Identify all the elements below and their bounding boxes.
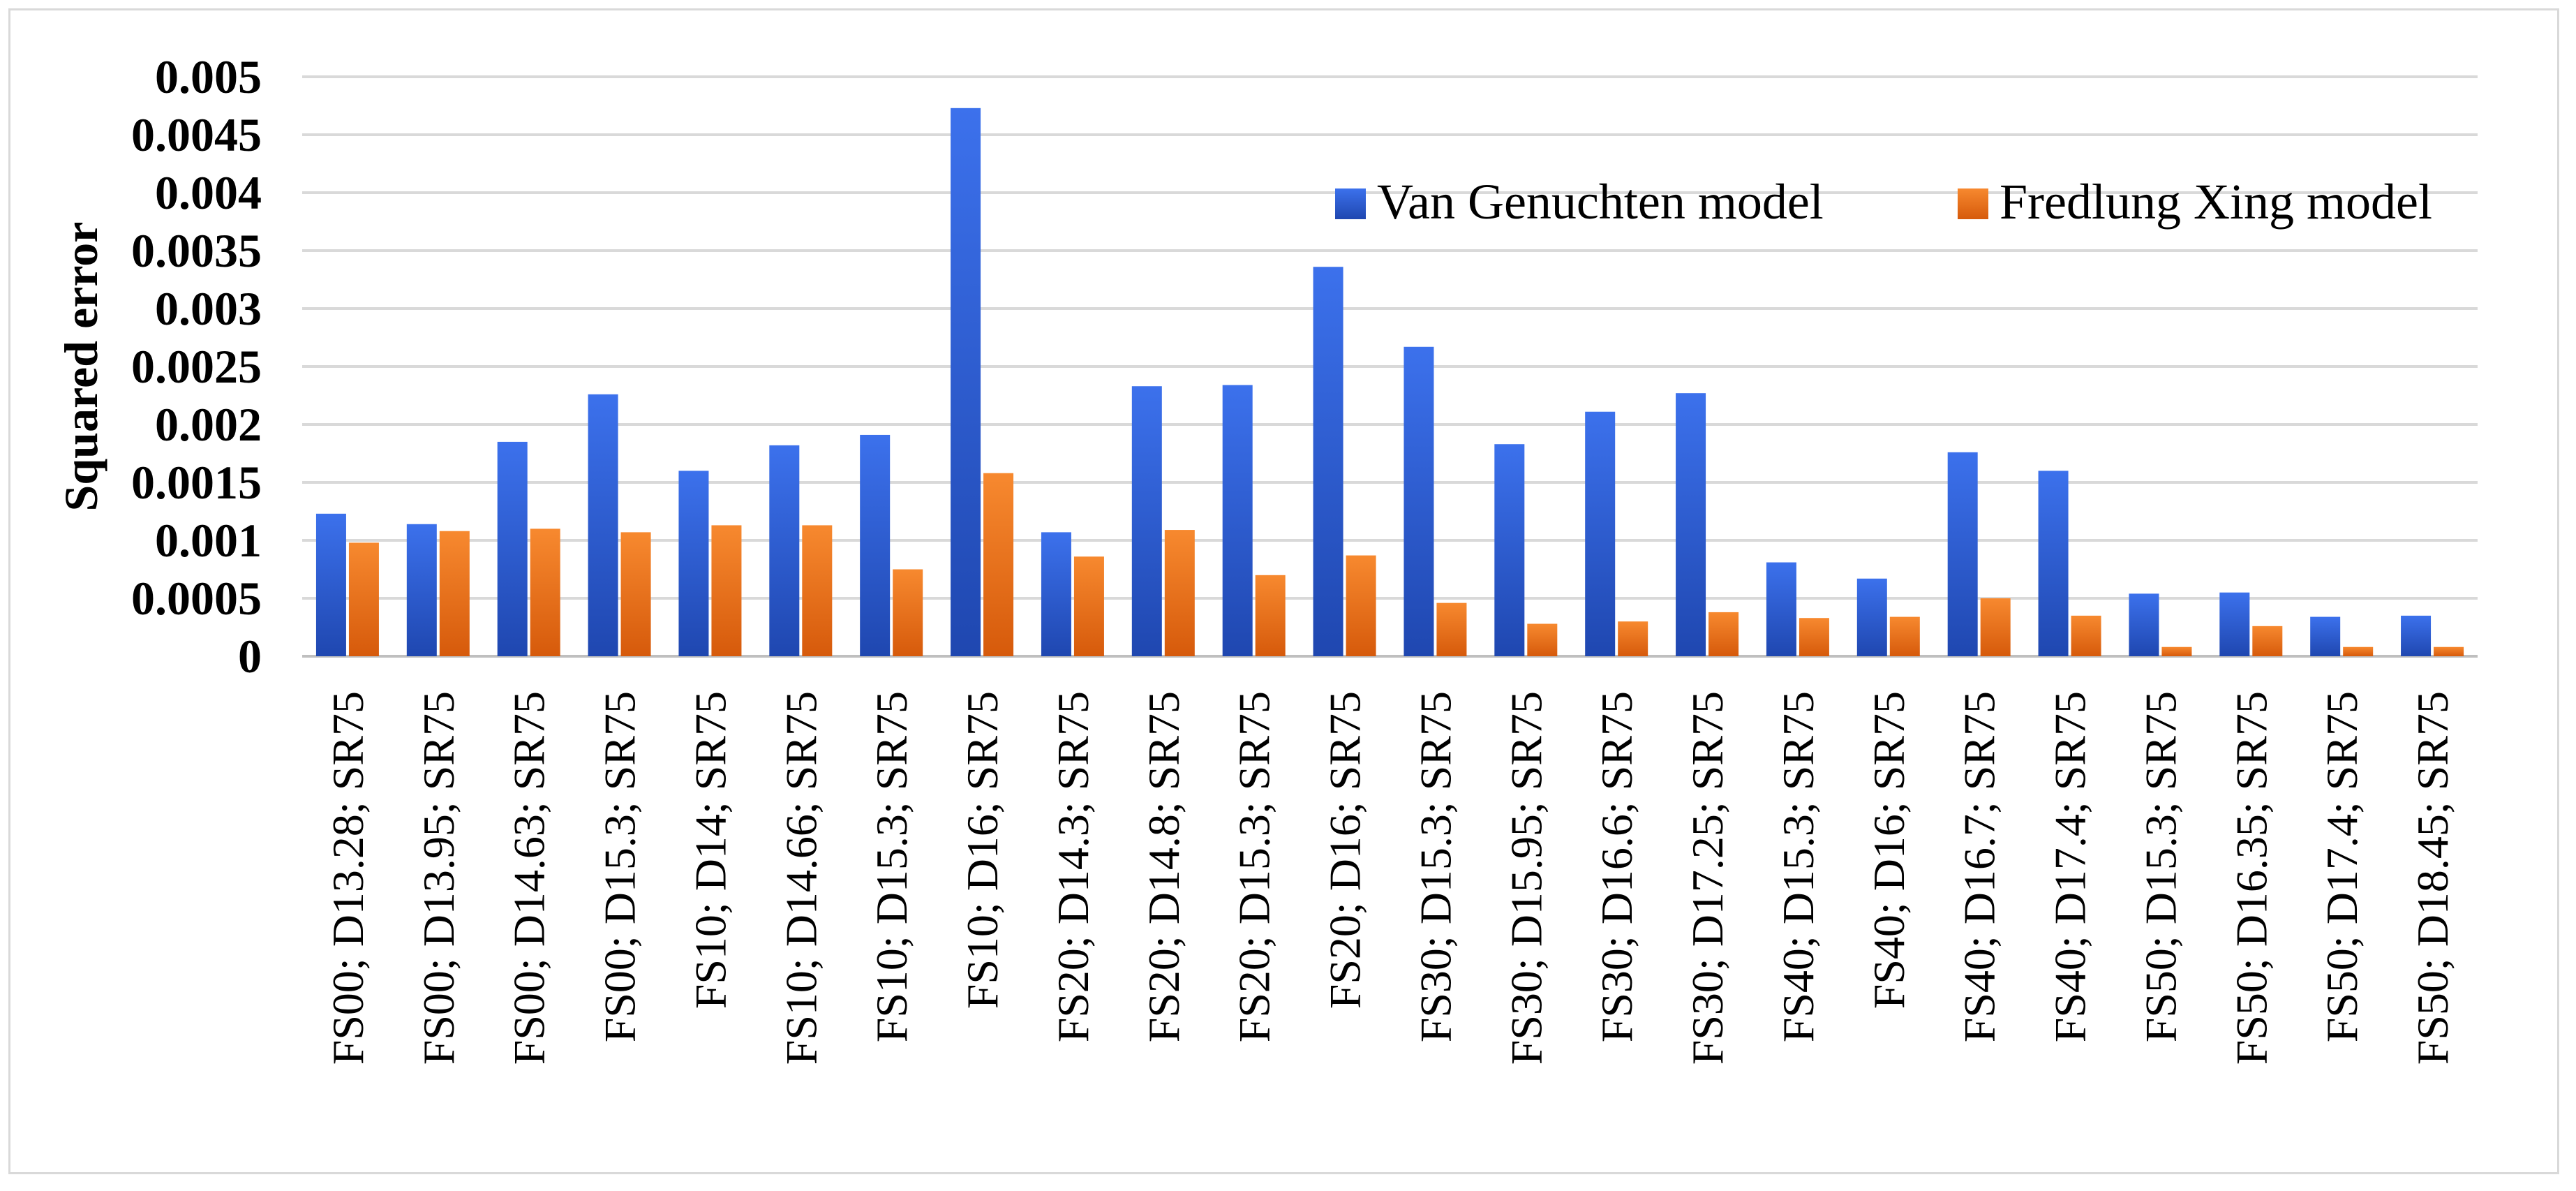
x-tick-label: FS40; D16.7; SR75	[1955, 691, 2004, 1042]
y-tick-label: 0.003	[155, 282, 262, 335]
bar-fredlung-xing	[2434, 646, 2464, 656]
bar-fredlung-xing	[711, 525, 742, 656]
bar-van-genuchten	[1131, 386, 1162, 656]
bar-van-genuchten	[769, 445, 800, 656]
bar-van-genuchten	[588, 394, 618, 656]
bar-van-genuchten	[315, 513, 346, 656]
x-tick-label: FS20; D16; SR75	[1320, 691, 1370, 1009]
bar-van-genuchten	[1313, 267, 1343, 656]
legend-label-fredlung-xing: Fredlung Xing model	[2000, 174, 2432, 230]
x-tick-label: FS40; D17.4; SR75	[2046, 691, 2095, 1042]
x-tick-label: FS10; D14.66; SR75	[776, 691, 826, 1065]
x-tick-label: FS20; D14.3; SR75	[1048, 691, 1098, 1042]
x-tick-label: FS10; D14; SR75	[685, 691, 735, 1009]
y-tick-label: 0.0045	[131, 108, 262, 161]
legend-swatch-fredlung-xing	[1958, 188, 1988, 219]
y-axis-ticks: 00.00050.0010.00150.0020.00250.0030.0035…	[131, 50, 262, 683]
x-tick-label: FS50; D17.4; SR75	[2317, 691, 2367, 1042]
bar-fredlung-xing	[893, 569, 923, 656]
y-axis-title: Squared error	[54, 222, 107, 512]
bar-fredlung-xing	[1527, 623, 1558, 656]
bar-van-genuchten	[860, 434, 891, 656]
bar-fredlung-xing	[530, 528, 560, 656]
bar-fredlung-xing	[1164, 530, 1195, 656]
bar-fredlung-xing	[1889, 616, 1920, 656]
bar-fredlung-xing	[348, 542, 379, 656]
bar-fredlung-xing	[2252, 626, 2283, 656]
bar-fredlung-xing	[439, 531, 470, 656]
bar-van-genuchten	[951, 108, 981, 656]
bar-van-genuchten	[1041, 532, 1071, 656]
x-tick-label: FS20; D14.8; SR75	[1139, 691, 1189, 1042]
bar-van-genuchten	[1676, 393, 1706, 656]
bar-chart: 00.00050.0010.00150.0020.00250.0030.0035…	[54, 50, 2478, 1065]
bar-fredlung-xing	[1073, 556, 1104, 656]
y-tick-label: 0.0025	[131, 340, 262, 393]
bar-van-genuchten	[1222, 385, 1253, 656]
legend: Van Genuchten model Fredlung Xing model	[1335, 174, 2432, 230]
bar-van-genuchten	[2129, 593, 2159, 656]
x-tick-label: FS30; D15.95; SR75	[1501, 691, 1551, 1065]
y-tick-label: 0.0005	[131, 572, 262, 625]
x-tick-label: FS40; D16; SR75	[1864, 691, 1914, 1009]
y-tick-label: 0.004	[155, 166, 262, 219]
bar-fredlung-xing	[983, 473, 1014, 656]
bar-van-genuchten	[1585, 411, 1616, 656]
bar-fredlung-xing	[1255, 575, 1286, 656]
bar-van-genuchten	[1856, 578, 1887, 656]
legend-label-van-genuchten: Van Genuchten model	[1377, 174, 1824, 230]
y-tick-label: 0.0015	[131, 456, 262, 509]
bar-fredlung-xing	[1346, 555, 1376, 656]
bar-fredlung-xing	[802, 525, 833, 656]
x-tick-label: FS20; D15.3; SR75	[1230, 691, 1279, 1042]
bar-van-genuchten	[1947, 452, 1978, 656]
x-axis-ticks: FS00; D13.28; SR75 FS00; D13.95; SR75 FS00…	[323, 691, 2457, 1065]
y-tick-label: 0.001	[155, 514, 262, 567]
y-tick-label: 0.002	[155, 398, 262, 451]
x-tick-label: FS10; D16; SR75	[958, 691, 1007, 1009]
chart-frame: 0 0.0005 0.001 0.0015 0.002 0.0025 0.003 0.0035…	[8, 8, 2559, 1174]
y-tick-label: 0	[238, 630, 262, 683]
bar-van-genuchten	[1404, 346, 1434, 656]
x-tick-label: FS00; D13.28; SR75	[323, 691, 373, 1065]
bar-fredlung-xing	[2071, 615, 2101, 656]
bar-van-genuchten	[678, 471, 709, 656]
legend-swatch-van-genuchten	[1335, 188, 1366, 219]
bar-fredlung-xing	[620, 532, 651, 656]
gridlines	[302, 75, 2478, 658]
bar-van-genuchten	[2219, 592, 2250, 656]
x-tick-label: FS00; D15.3; SR75	[595, 691, 645, 1042]
x-tick-label: FS00; D13.95; SR75	[414, 691, 463, 1065]
bar-van-genuchten	[2310, 616, 2341, 656]
bars	[315, 108, 2464, 656]
x-tick-label: FS30; D17.25; SR75	[1683, 691, 1732, 1065]
bar-fredlung-xing	[1980, 598, 2011, 656]
y-tick-label: 0.005	[155, 50, 262, 103]
bar-fredlung-xing	[2161, 646, 2192, 656]
x-tick-label: FS40; D15.3; SR75	[1773, 691, 1823, 1042]
bar-fredlung-xing	[2343, 646, 2374, 656]
x-tick-label: FS30; D16.6; SR75	[1592, 691, 1641, 1042]
bar-van-genuchten	[1766, 562, 1796, 656]
bar-van-genuchten	[2038, 471, 2069, 656]
bar-fredlung-xing	[1799, 618, 1829, 656]
x-tick-label: FS50; D18.45; SR75	[2408, 691, 2457, 1065]
bar-fredlung-xing	[1708, 612, 1739, 656]
bar-fredlung-xing	[1618, 621, 1648, 656]
y-tick-label: 0.0035	[131, 224, 262, 277]
x-tick-label: FS30; D15.3; SR75	[1410, 691, 1460, 1042]
bar-van-genuchten	[2401, 615, 2432, 656]
x-tick-label: FS50; D16.35; SR75	[2226, 691, 2276, 1065]
bar-van-genuchten	[406, 524, 437, 656]
x-tick-label: FS50; D15.3; SR75	[2136, 691, 2185, 1042]
bar-van-genuchten	[1494, 444, 1525, 656]
bar-van-genuchten	[497, 441, 528, 656]
x-tick-label: FS00; D14.63; SR75	[505, 691, 554, 1065]
bar-fredlung-xing	[1436, 602, 1467, 656]
x-tick-label: FS10; D15.3; SR75	[867, 691, 916, 1042]
